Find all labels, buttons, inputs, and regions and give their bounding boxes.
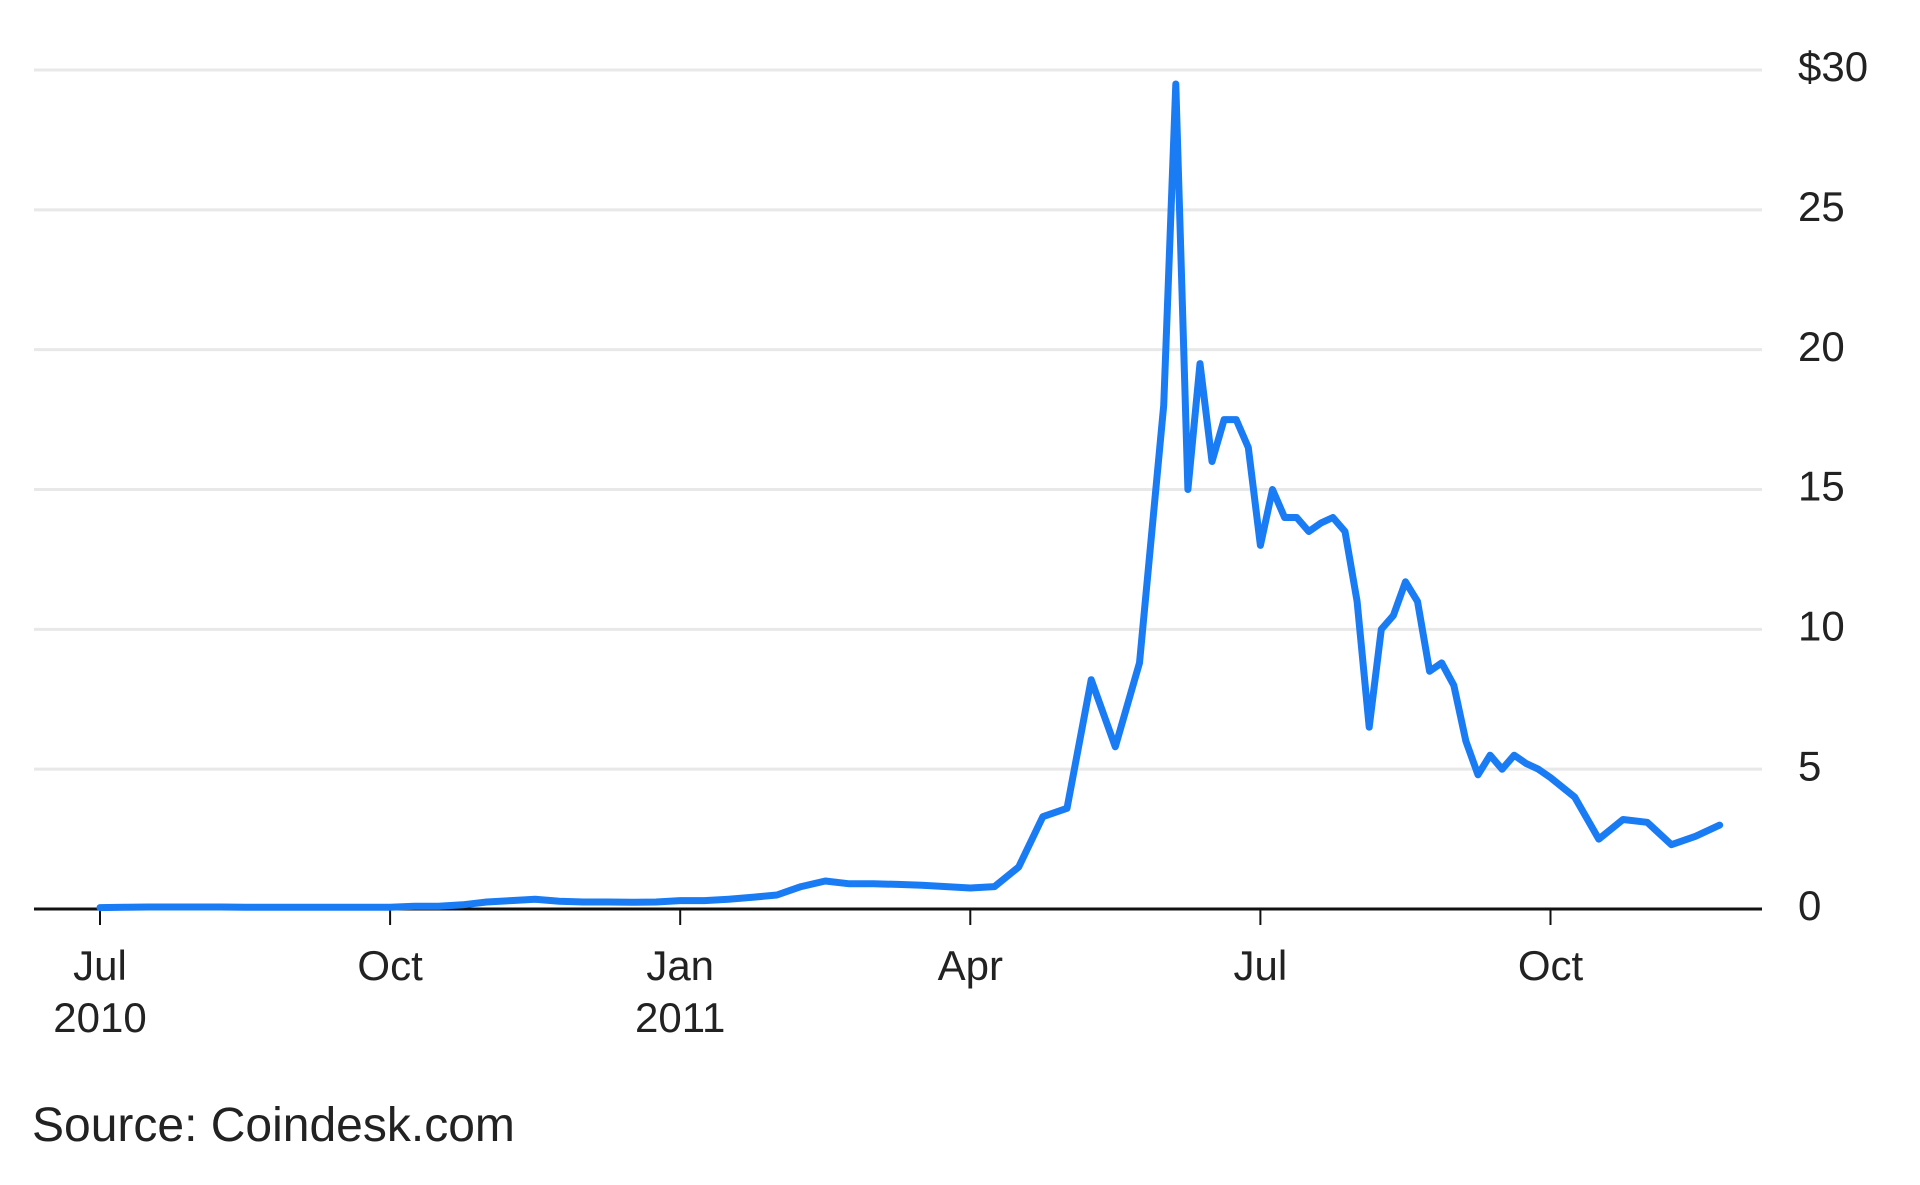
x-tick-label: Jan 2011 xyxy=(635,942,726,1041)
y-tick-label: 15 xyxy=(1798,463,1845,510)
source-note: Source: Coindesk.com xyxy=(32,1099,515,1152)
price-line xyxy=(96,80,1724,912)
y-tick-label: 0 xyxy=(1798,882,1821,929)
y-tick-label: 20 xyxy=(1798,323,1845,370)
x-tick-label: Oct xyxy=(1517,942,1584,989)
y-tick-label: 25 xyxy=(1798,183,1845,230)
y-tick-label: $30 xyxy=(1798,43,1868,90)
x-tick-label: Apr xyxy=(937,942,1003,989)
y-tick-label: 10 xyxy=(1798,602,1845,649)
x-tick-label: Oct xyxy=(357,942,423,989)
x-tick-label: Jul xyxy=(1233,942,1288,989)
x-tick-label: Jul 2010 xyxy=(53,942,147,1041)
y-tick-label: 5 xyxy=(1798,742,1821,789)
